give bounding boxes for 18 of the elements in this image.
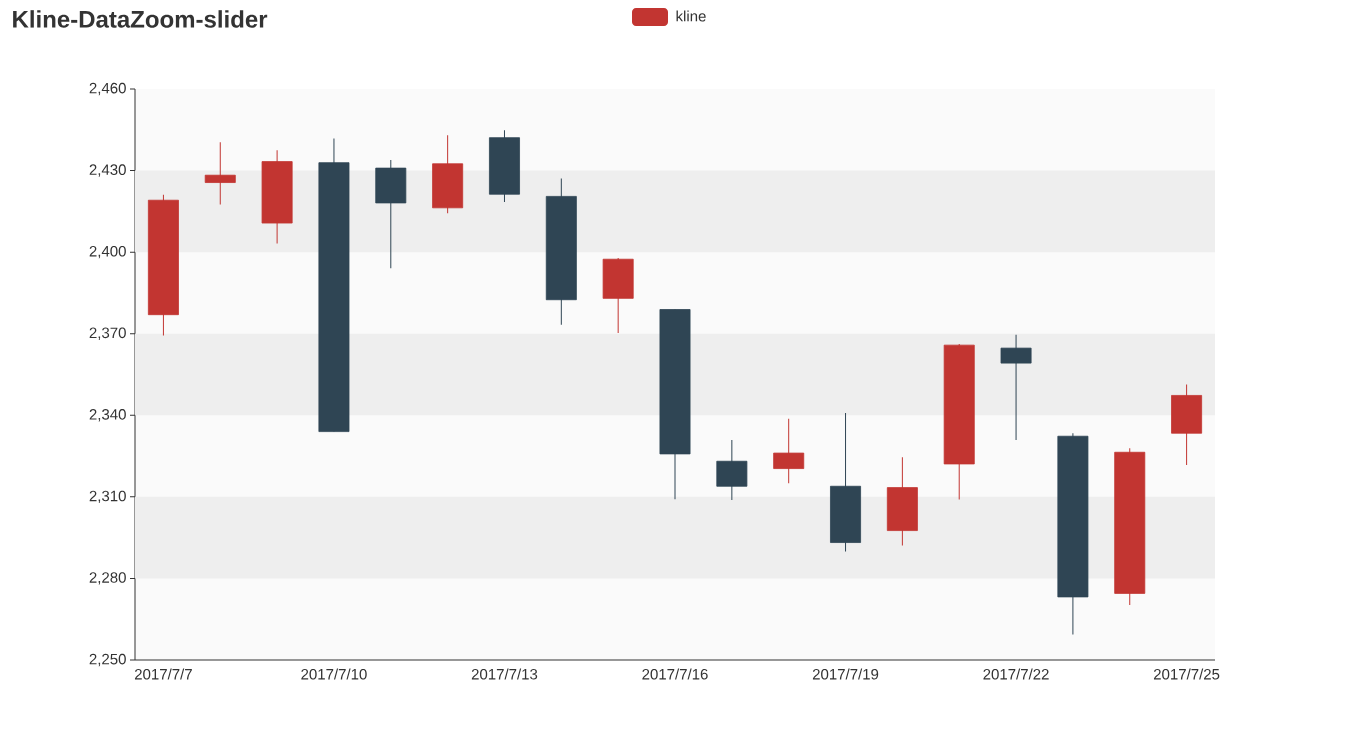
x-tick-label: 2017/7/16 [642,668,708,680]
x-tick-label: 2017/7/25 [1153,668,1220,680]
y-tick-label: 2,280 [89,572,126,585]
y-tick-label: 2,400 [89,245,126,259]
legend-label: kline [676,10,706,22]
x-tick-label: 2017/7/22 [983,668,1049,680]
y-tick-label: 2,430 [89,164,126,177]
x-tick-label: 2017/7/19 [812,668,879,680]
y-tick-label: 2,310 [89,490,126,504]
x-tick-label: 2017/7/13 [471,668,538,680]
candlestick [204,141,236,206]
y-tick-label: 2,460 [89,82,126,96]
chart-title: Kline-DataZoom-slider [13,10,268,28]
y-tick-label: 2,370 [89,327,126,340]
y-tick-label: 2,250 [89,653,126,667]
x-tick-label: 2017/7/7 [134,668,192,680]
x-tick-label: 2017/7/10 [301,668,367,680]
y-tick-label: 2,340 [89,409,126,422]
